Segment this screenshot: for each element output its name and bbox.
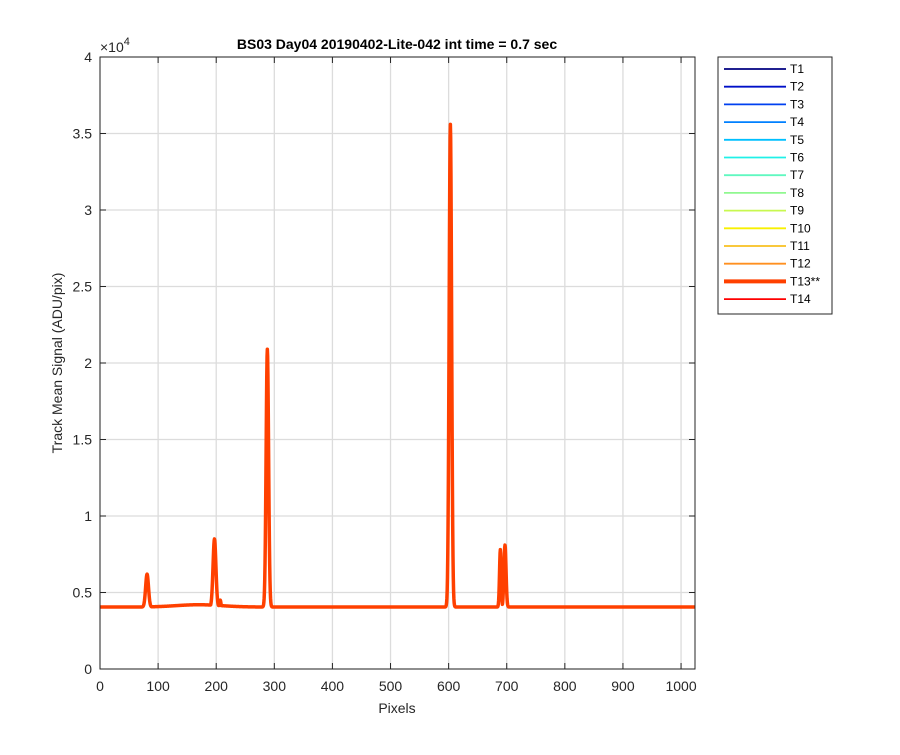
legend-label: T8 bbox=[790, 186, 804, 200]
x-tick-label: 600 bbox=[437, 678, 461, 694]
legend-label: T5 bbox=[790, 133, 804, 147]
x-tick-label: 700 bbox=[495, 678, 519, 694]
y-tick-label: 3 bbox=[84, 202, 92, 218]
y-tick-label: 2.5 bbox=[73, 279, 93, 295]
legend-label: T13** bbox=[790, 274, 820, 288]
x-tick-label: 500 bbox=[379, 678, 403, 694]
y-tick-label: 4 bbox=[84, 49, 92, 65]
x-axis-label: Pixels bbox=[378, 700, 415, 716]
legend-box bbox=[717, 56, 833, 315]
y-tick-label: 1.5 bbox=[73, 432, 93, 448]
chart-title: BS03 Day04 20190402-Lite-042 int time = … bbox=[237, 36, 557, 52]
y-exponent-label: ×104 bbox=[100, 36, 130, 55]
legend-label: T3 bbox=[790, 97, 804, 111]
x-tick-label: 400 bbox=[321, 678, 345, 694]
series-layer bbox=[98, 122, 697, 609]
y-axis: 0 0.5 1 1.5 2 2.5 3 3.5 4 bbox=[73, 49, 695, 677]
legend-label: T1 bbox=[790, 62, 804, 76]
x-tick-label: 800 bbox=[553, 678, 577, 694]
legend: T1 T2 T3 T4 T5 T6 T7 T8 T9 T10 T11 T12 T13** T14 bbox=[717, 56, 833, 315]
x-tick-label: 1000 bbox=[665, 678, 696, 694]
x-tick-label: 200 bbox=[205, 678, 229, 694]
x-axis: 0 100 200 300 400 500 600 700 800 900 1000 bbox=[96, 57, 697, 694]
legend-label: T2 bbox=[790, 80, 804, 94]
legend-label: T12 bbox=[790, 257, 811, 271]
y-tick-label: 2 bbox=[84, 355, 92, 371]
y-tick-label: 3.5 bbox=[73, 126, 93, 142]
legend-label: T14 bbox=[790, 292, 811, 306]
legend-label: T9 bbox=[790, 204, 804, 218]
legend-label: T7 bbox=[790, 168, 804, 182]
y-tick-label: 0 bbox=[84, 661, 92, 677]
legend-label: T6 bbox=[790, 151, 804, 165]
y-axis-label: Track Mean Signal (ADU/pix) bbox=[49, 273, 65, 454]
x-tick-label: 0 bbox=[96, 678, 104, 694]
legend-label: T10 bbox=[790, 221, 811, 235]
y-tick-label: 1 bbox=[84, 508, 92, 524]
legend-label: T11 bbox=[790, 239, 810, 253]
series-line-t13 bbox=[98, 122, 697, 609]
legend-label: T4 bbox=[790, 115, 804, 129]
y-tick-label: 0.5 bbox=[73, 585, 93, 601]
x-tick-label: 900 bbox=[611, 678, 635, 694]
x-tick-label: 100 bbox=[146, 678, 170, 694]
x-tick-label: 300 bbox=[263, 678, 287, 694]
